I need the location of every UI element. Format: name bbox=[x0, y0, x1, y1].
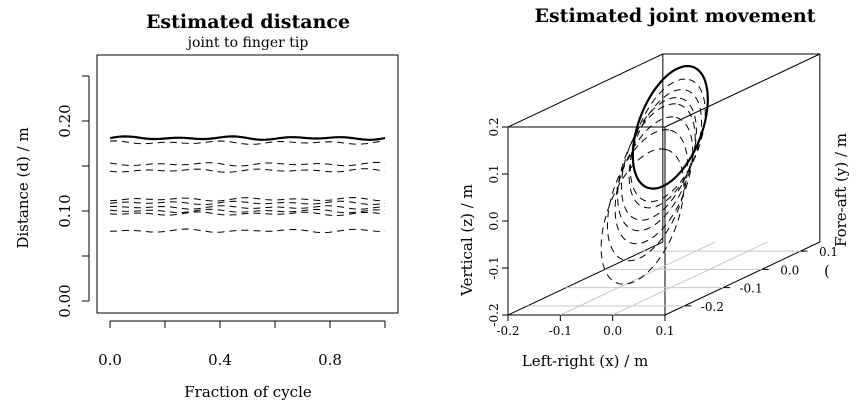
chart-title-3d: Estimated joint movement bbox=[534, 5, 815, 27]
distance-line-5 bbox=[109, 200, 386, 206]
distance-line-3 bbox=[109, 168, 386, 173]
box-edge bbox=[507, 241, 664, 316]
movement-loop-7 bbox=[600, 148, 685, 285]
z-tick-label-3d: 0.1 bbox=[487, 164, 501, 183]
x-tick-label-3d: 0.1 bbox=[655, 324, 674, 338]
z-tick-label-3d: -0.1 bbox=[487, 256, 501, 279]
z-tick-label-3d: -0.2 bbox=[487, 303, 501, 326]
distance-chart: Estimated distance joint to finger tip 0… bbox=[14, 11, 399, 401]
y-tick-label-3d: 0.0 bbox=[780, 263, 799, 277]
clipped-tick-fragment: ( bbox=[824, 262, 830, 280]
chart-title: Estimated distance bbox=[146, 11, 350, 33]
y-tick-label: 0.00 bbox=[56, 284, 74, 317]
z-tick-label-3d: 0.0 bbox=[487, 211, 501, 230]
z-axis-label-3d: Vertical (z) / m bbox=[458, 184, 476, 297]
movement-loop-0 bbox=[631, 64, 709, 190]
x-axis-ticks-3d: -0.2 -0.1 0.0 0.1 bbox=[496, 315, 675, 338]
x-tick-label: 0.0 bbox=[98, 351, 122, 369]
x-tick-label: 0.4 bbox=[208, 351, 232, 369]
floor-grid-line bbox=[612, 241, 768, 316]
distance-line-8 bbox=[109, 211, 386, 217]
box-edge bbox=[664, 241, 821, 316]
floor-grid bbox=[527, 241, 801, 316]
x-tick-label-3d: -0.2 bbox=[496, 324, 519, 338]
z-axis-ticks-3d: -0.2 -0.1 0.0 0.1 0.2 bbox=[487, 117, 508, 327]
y-tick-label-3d: 0.1 bbox=[819, 245, 838, 259]
floor-grid-line bbox=[560, 241, 716, 316]
y-axis-ticks: 0.00 0.10 0.20 bbox=[56, 75, 90, 318]
distance-line-6 bbox=[109, 205, 386, 210]
distance-line-2 bbox=[109, 161, 386, 167]
distance-line-1 bbox=[109, 140, 386, 145]
plot-frame bbox=[96, 54, 399, 314]
movement-loops-group bbox=[600, 64, 709, 285]
movement-loop-3 bbox=[620, 97, 697, 221]
x-tick-label-3d: 0.0 bbox=[603, 324, 622, 338]
x-tick-label-3d: -0.1 bbox=[549, 324, 572, 338]
distance-line-9 bbox=[109, 228, 386, 234]
joint-movement-3d-chart: Estimated joint movement -0.2 -0.1 0.0 0.1 … bbox=[458, 5, 850, 370]
y-tick-label: 0.10 bbox=[56, 194, 74, 227]
distance-series-group bbox=[109, 135, 386, 234]
x-axis-label: Fraction of cycle bbox=[184, 383, 312, 401]
movement-loop-1 bbox=[629, 78, 706, 203]
box-edge bbox=[507, 53, 664, 128]
chart-subtitle: joint to finger tip bbox=[186, 35, 309, 51]
distance-line-0 bbox=[109, 135, 386, 141]
distance-line-7 bbox=[109, 208, 386, 214]
y-tick-label-3d: -0.2 bbox=[701, 300, 724, 314]
y-axis-label: Distance (d) / m bbox=[14, 127, 32, 248]
x-axis-label-3d: Left-right (x) / m bbox=[522, 352, 649, 370]
x-tick-label: 0.8 bbox=[318, 351, 342, 369]
z-tick-label-3d: 0.2 bbox=[487, 117, 501, 136]
x-axis-ticks: 0.0 0.4 0.8 bbox=[98, 320, 386, 369]
movement-loop-6 bbox=[606, 129, 689, 262]
y-axis-label-3d: Fore-aft (y) / m bbox=[832, 133, 850, 247]
movement-loop-5 bbox=[614, 116, 694, 245]
movement-loop-4 bbox=[617, 103, 696, 232]
movement-loop-2 bbox=[628, 88, 703, 209]
y-tick-label: 0.20 bbox=[56, 104, 74, 137]
y-axis-ticks-3d: -0.2 -0.1 0.0 0.1 bbox=[684, 245, 838, 314]
y-tick-label-3d: -0.1 bbox=[739, 282, 762, 296]
distance-line-4 bbox=[109, 196, 385, 202]
